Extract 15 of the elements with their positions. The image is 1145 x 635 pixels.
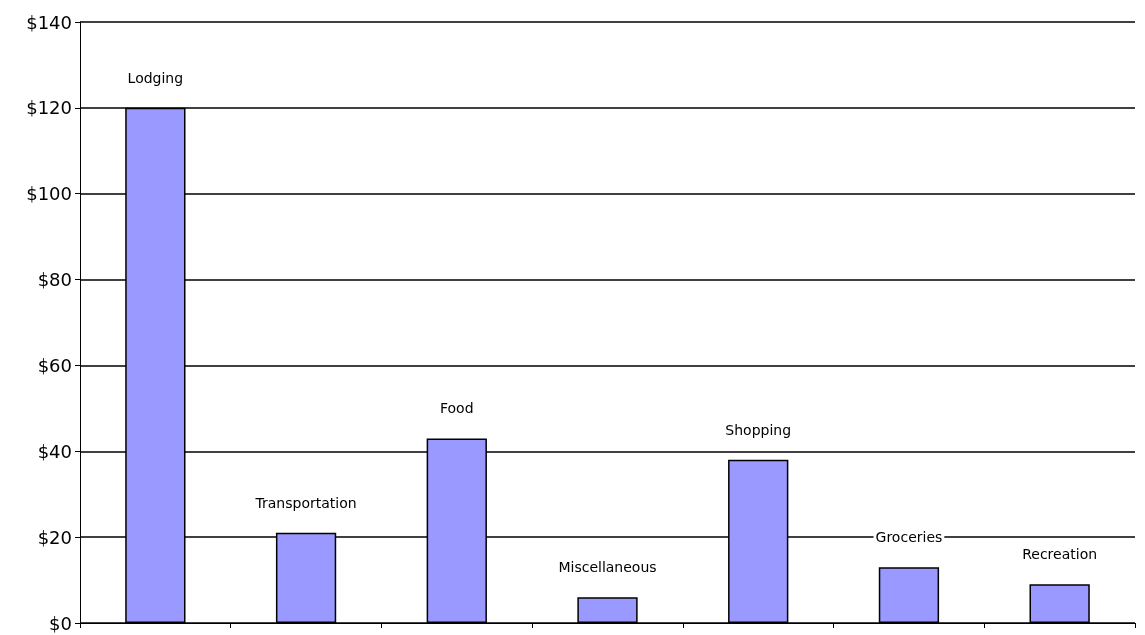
x-tick-label: Miscellaneous xyxy=(558,559,657,576)
x-tick-label: Recreation xyxy=(1022,546,1098,563)
y-tick-label: $0 xyxy=(49,612,72,634)
y-tick-label: $20 xyxy=(37,526,72,548)
x-tick-label: Lodging xyxy=(127,69,184,86)
y-tick-label: $120 xyxy=(26,97,72,119)
y-tick-label: $60 xyxy=(37,354,72,376)
y-tick-label: $140 xyxy=(26,11,72,33)
x-tick-label: Groceries xyxy=(875,529,943,546)
y-tick-label: $80 xyxy=(37,269,72,291)
y-tick-label: $100 xyxy=(26,183,72,205)
y-tick-label: $40 xyxy=(37,440,72,462)
x-tick-label: Shopping xyxy=(725,421,792,438)
x-tick-label: Transportation xyxy=(254,494,357,511)
x-tick-label: Food xyxy=(440,400,474,417)
